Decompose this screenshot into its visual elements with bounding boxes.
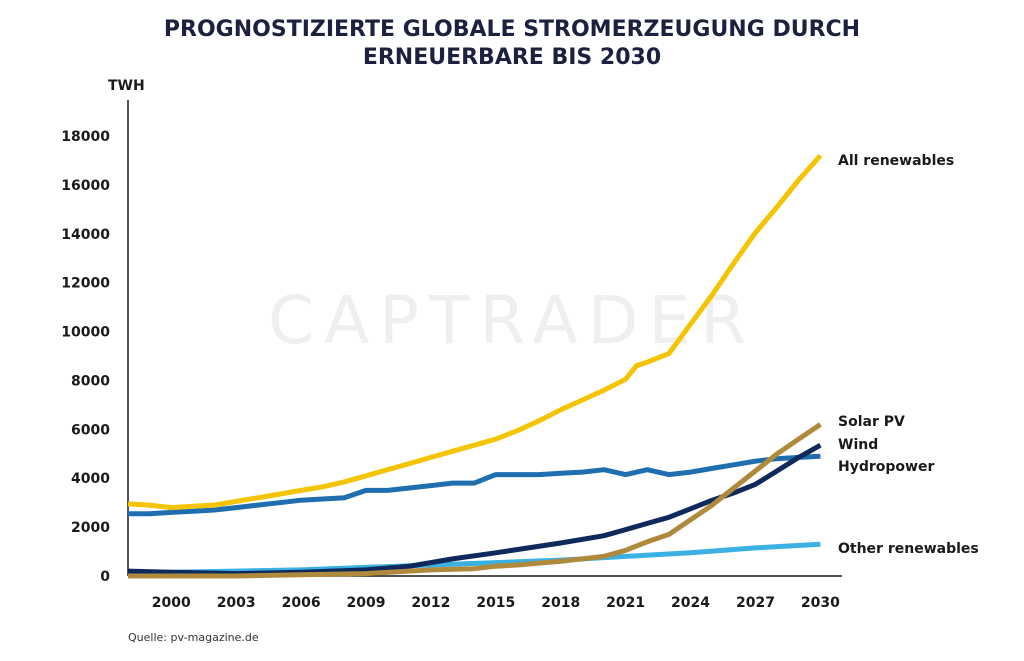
y-tick-label: 12000 xyxy=(61,276,110,292)
x-tick-label: 2018 xyxy=(541,595,580,611)
x-axis-ticks: 2000 2003 2006 2009 2012 2015 2018 2021 2024 2027… xyxy=(152,595,840,611)
chart-title-line-2: ERNEUERBARE BIS 2030 xyxy=(363,45,661,70)
series-line-wind xyxy=(127,443,822,577)
series-line-hydropower xyxy=(128,453,821,517)
series-label-other-renewables: Other renewables xyxy=(838,541,979,557)
y-axis-ticks: 0 2000 4000 6000 8000 10000 12000 14000 16000 180… xyxy=(61,129,110,585)
series-label-all-renewables: All renewables xyxy=(838,153,954,169)
y-tick-label: 8000 xyxy=(71,373,110,389)
y-tick-label: 4000 xyxy=(71,471,110,487)
y-tick-label: 10000 xyxy=(61,325,110,341)
x-tick-label: 2000 xyxy=(152,595,191,611)
y-axis-unit: TWH xyxy=(108,78,145,94)
series-lines xyxy=(127,153,823,579)
chart-title-line-1: PROGNOSTIZIERTE GLOBALE STROMERZEUGUNG D… xyxy=(164,17,860,42)
source-note: Quelle: pv-magazine.de xyxy=(128,631,259,644)
x-tick-label: 2003 xyxy=(217,595,256,611)
y-tick-label: 0 xyxy=(100,569,110,585)
x-tick-label: 2015 xyxy=(476,595,515,611)
x-tick-label: 2006 xyxy=(282,595,321,611)
series-label-hydropower: Hydropower xyxy=(838,459,934,475)
series-labels: Hydropower Other renewables Wind Solar PV Al… xyxy=(838,153,979,557)
y-tick-label: 6000 xyxy=(71,422,110,438)
x-tick-label: 2021 xyxy=(606,595,645,611)
y-tick-label: 18000 xyxy=(61,129,110,145)
x-tick-label: 2012 xyxy=(411,595,450,611)
series-label-wind: Wind xyxy=(838,437,878,453)
series-line-all-renewables xyxy=(127,153,823,511)
series-line-solar-pv xyxy=(128,422,822,579)
x-tick-label: 2024 xyxy=(671,595,710,611)
y-tick-label: 14000 xyxy=(61,227,110,243)
x-tick-label: 2009 xyxy=(347,595,386,611)
y-tick-label: 16000 xyxy=(61,178,110,194)
x-tick-label: 2030 xyxy=(801,595,840,611)
x-tick-label: 2027 xyxy=(736,595,775,611)
watermark: CAPTRADER xyxy=(268,282,756,359)
series-label-solar-pv: Solar PV xyxy=(838,414,905,430)
y-tick-label: 2000 xyxy=(71,520,110,536)
